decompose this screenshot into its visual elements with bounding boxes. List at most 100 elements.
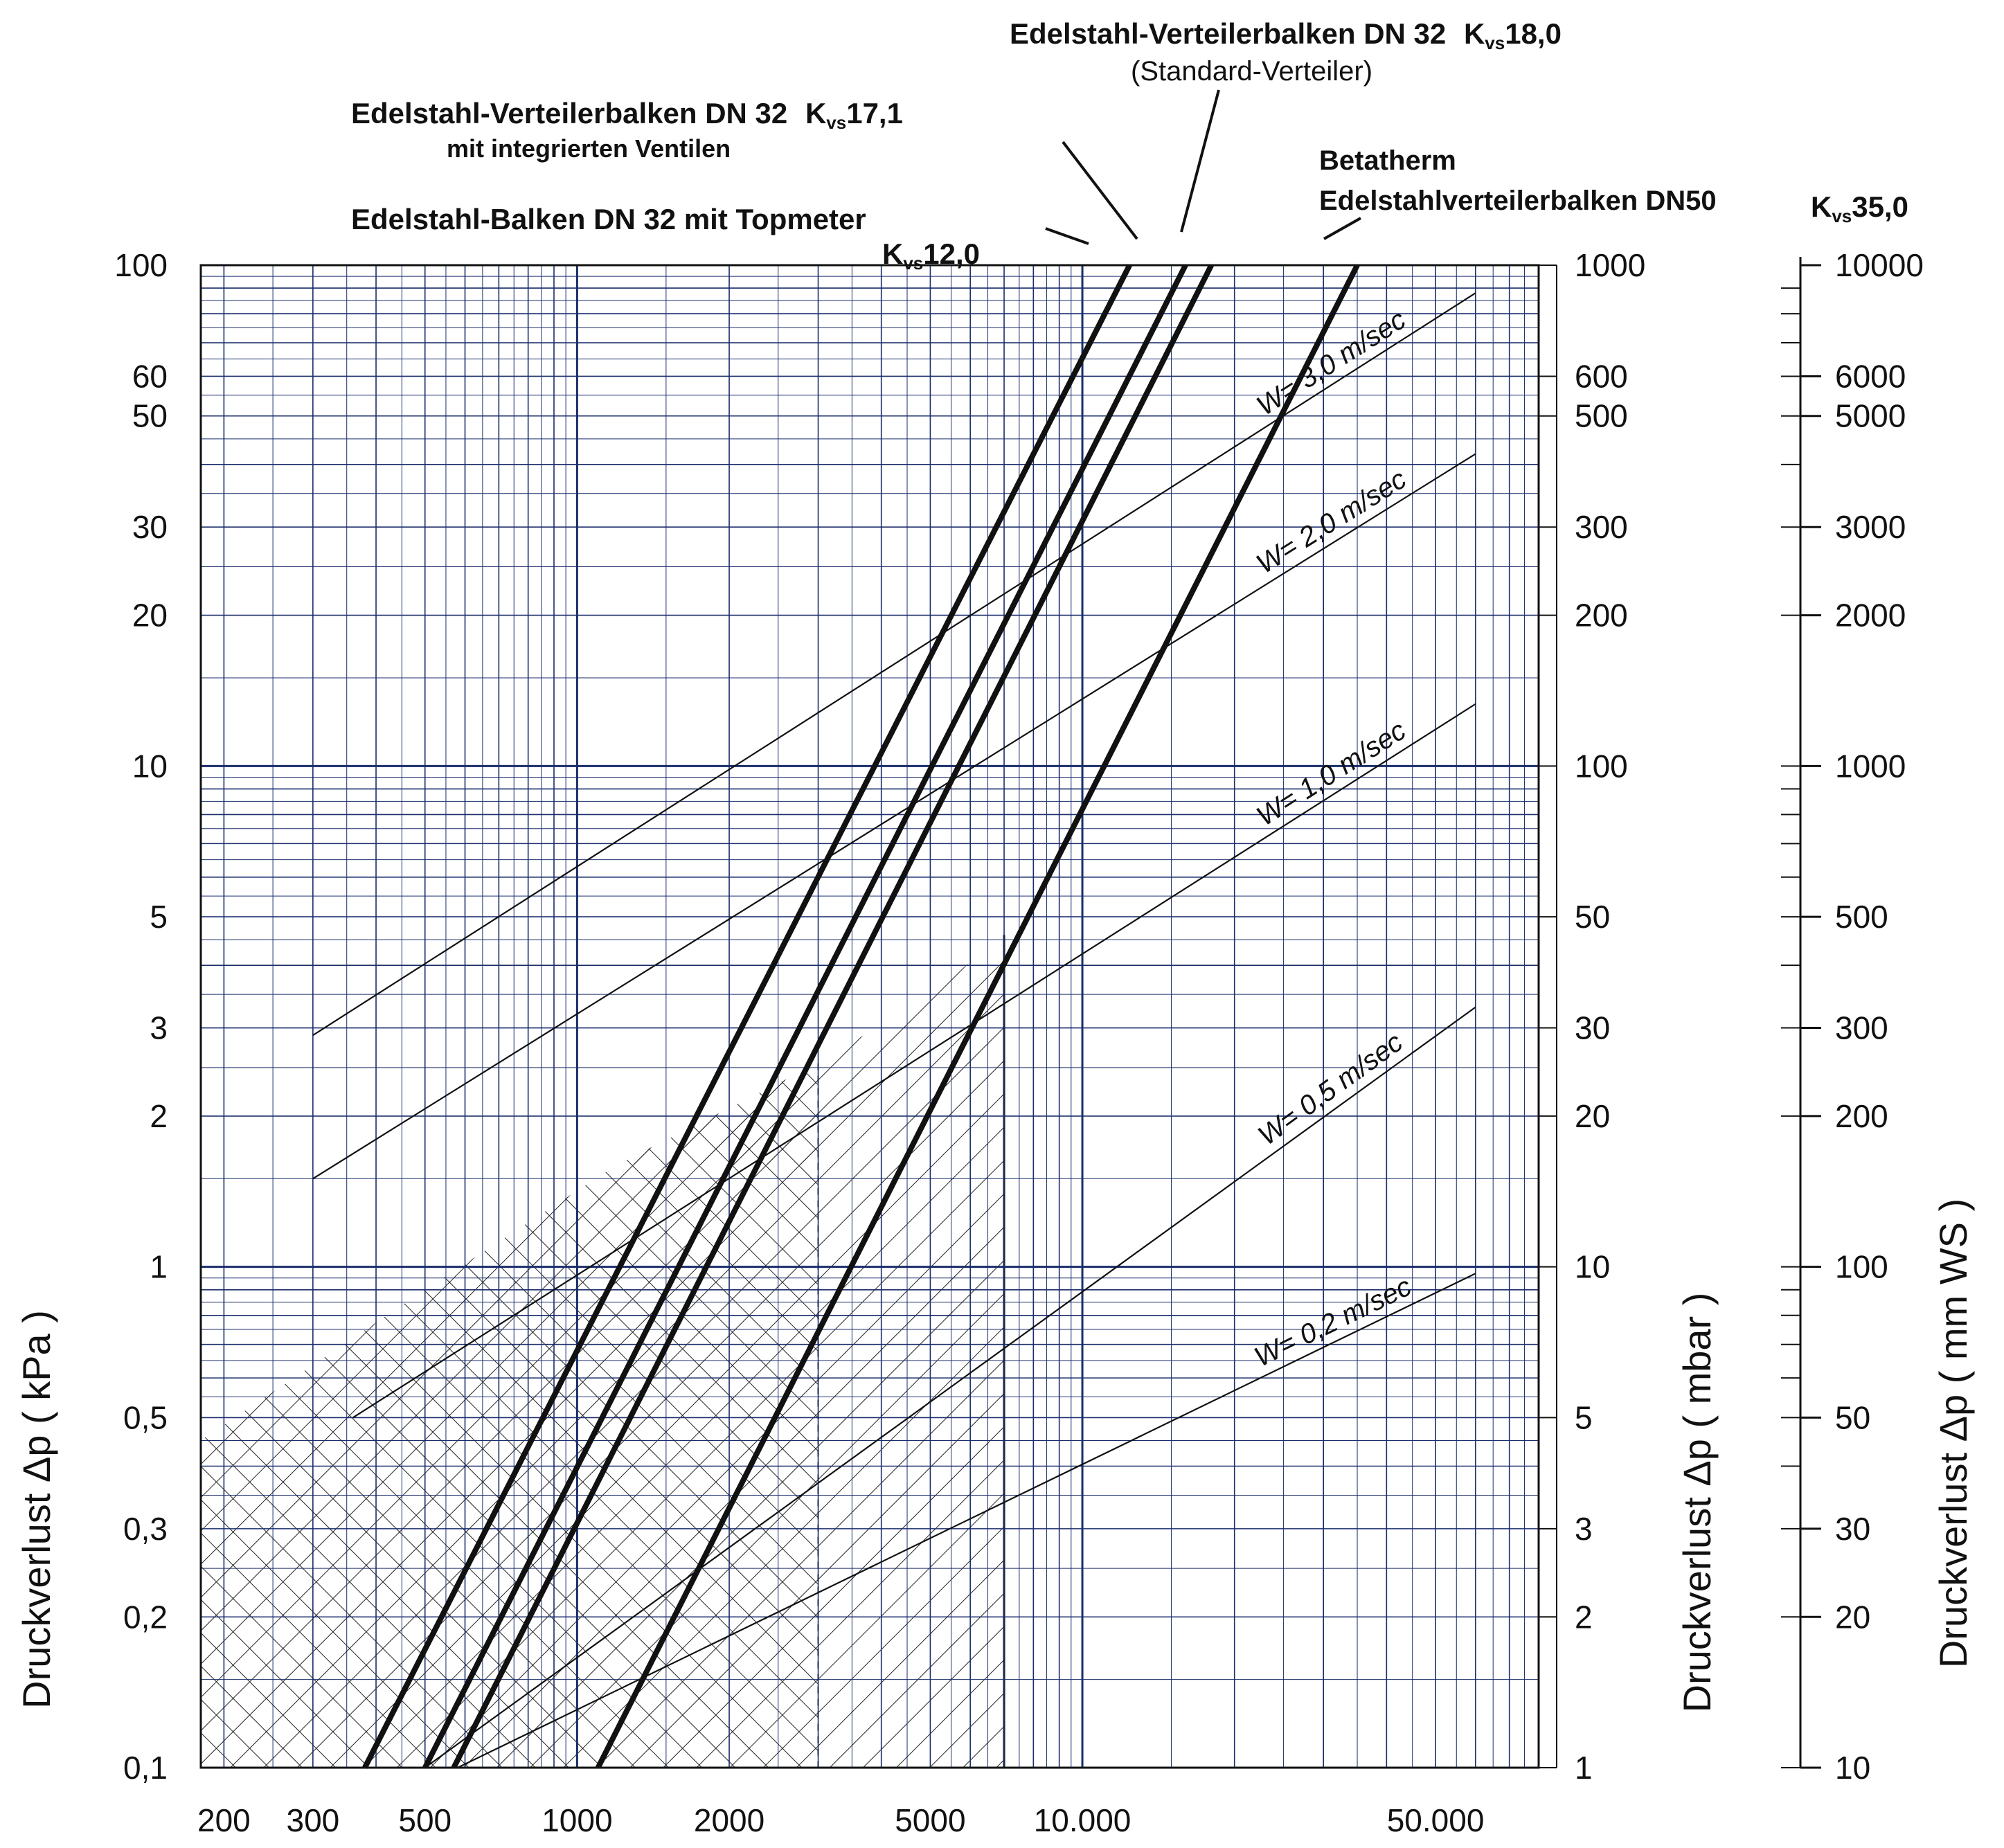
svg-text:Kvs12,0: Kvs12,0 [882,237,980,273]
velocity-line [352,703,1476,1419]
grid-lines [201,265,1539,1768]
y-left-tick-label: 5 [150,899,168,935]
x-tick-label: 500 [398,1802,451,1838]
y-mid-tick-label: 100 [1575,748,1628,784]
x-tick-label: 200 [197,1802,251,1838]
y-right-tick-label: 50 [1835,1399,1870,1435]
y-right-tick-label: 500 [1835,899,1888,935]
y-right-tick-label: 2000 [1835,598,1906,634]
callout-standard: Edelstahl-Verteilerbalken DN 32 Kvs18,0 … [1010,17,1562,87]
callout-valves-sub: mit integrierten Ventilen [447,134,731,163]
y-mid-tick-label: 3 [1575,1511,1593,1547]
y-left-tick-label: 0,2 [123,1599,168,1635]
y-left-tick-label: 100 [114,247,168,283]
y-left-tick-label: 1 [150,1249,168,1285]
callout-topmeter-title: Edelstahl-Balken DN 32 mit Topmeter [351,203,866,235]
callout-topmeter-kvs: 12,0 [923,237,980,270]
y-mid-tick-label: 50 [1575,899,1610,935]
y-mid-tick-label: 2 [1575,1599,1593,1635]
kvs-symbol-k: K [1811,190,1832,223]
y-right-tick-label: 300 [1835,1010,1888,1046]
velocity-line [424,1006,1476,1768]
y-right-tick-label: 3000 [1835,509,1906,545]
kvs-series-line [422,264,1188,1769]
y-right-tick-label: 100 [1835,1249,1888,1285]
velocity-line [457,1273,1476,1768]
kvs-symbol-sub: vs [903,253,923,273]
arrow-betatherm [1323,217,1361,240]
kvs-symbol-sub: vs [826,112,846,133]
svg-text:Kvs35,0: Kvs35,0 [1811,190,1908,226]
y-mid-axis-title: Druckverlust Δp ( mbar ) [1675,1293,1719,1713]
y-right-axis-title: Druckverlust Δp ( mm WS ) [1931,1199,1975,1668]
y-left-tick-label: 0,1 [123,1750,168,1786]
callout-integrated-valves: Edelstahl-Verteilerbalken DN 32 Kvs17,1 … [351,97,903,163]
kvs-series-line [362,264,1132,1769]
kvs-symbol-k: K [882,237,903,270]
callout-standard-title: Edelstahl-Verteilerbalken DN 32 [1010,17,1446,50]
kvs-symbol-sub: vs [1832,206,1852,226]
y-mid-tick-label: 1 [1575,1750,1593,1786]
y-left-tick-label: 3 [150,1010,168,1046]
svg-text:Edelstahl-Verteilerbalken DN 3: Edelstahl-Verteilerbalken DN 32 Kvs18,0 [1010,17,1562,53]
y-left-tick-label: 50 [132,398,168,434]
kvs-symbol-k: K [805,97,826,129]
x-tick-label: 5000 [895,1802,965,1838]
x-tick-label: 10.000 [1034,1802,1131,1838]
callout-betatherm-line2: Edelstahlverteilerbalken DN50 [1319,186,1717,216]
svg-text:Edelstahl-Verteilerbalken DN 3: Edelstahl-Verteilerbalken DN 32 Kvs17,1 [351,97,903,133]
y-mid-tick-label: 200 [1575,598,1628,634]
y-right-tick-label: 200 [1835,1098,1888,1134]
x-tick-label: 300 [286,1802,339,1838]
x-tick-label: 2000 [694,1802,764,1838]
y-right-tick-label: 5000 [1835,398,1906,434]
y-mid-tick-label: 5 [1575,1399,1593,1435]
y-mid-tick-label: 300 [1575,509,1628,545]
y-mid-tick-label: 600 [1575,358,1628,394]
x-tick-label: 50.000 [1387,1802,1485,1838]
y-left-tick-label: 10 [132,748,168,784]
x-tick-label: 1000 [542,1802,612,1838]
axes: 200 300 500 1000 2000 5000 10.000 50.0001006050… [114,247,1924,1838]
y-mid-tick-label: 10 [1575,1249,1610,1285]
arrow-valves [1062,141,1138,240]
y-right-tick-label: 30 [1835,1511,1870,1547]
y-mid-tick-label: 30 [1575,1010,1610,1046]
callout-standard-kvs: 18,0 [1505,17,1562,50]
callout-topmeter: Edelstahl-Balken DN 32 mit Topmeter Kvs1… [351,203,980,273]
y-left-axis-title: Druckverlust Δp ( kPa ) [15,1310,58,1709]
y-left-tick-label: 2 [150,1098,168,1134]
kvs-symbol-sub: vs [1485,33,1505,53]
callout-betatherm: Betatherm Edelstahlverteilerbalken DN50 … [1319,145,1908,226]
velocity-line [312,453,1476,1180]
callout-valves-title: Edelstahl-Verteilerbalken DN 32 [351,97,787,129]
hatch-diagonal-region [818,935,1005,1768]
callout-standard-paren: (Standard-Verteiler) [1131,56,1372,87]
callout-betatherm-line1: Betatherm [1319,145,1456,176]
callout-valves-kvs: 17,1 [846,97,903,129]
y-mid-tick-label: 1000 [1575,247,1645,283]
y-left-tick-label: 0,5 [123,1399,168,1435]
y-right-tick-label: 10 [1835,1750,1870,1786]
hatched-regions [201,935,1005,1768]
arrow-standard [1180,89,1220,233]
hatch-cross-region [201,1063,818,1768]
plot-frame [199,264,1540,1769]
y-right-tick-label: 6000 [1835,358,1906,394]
y-right-tick-label: 10000 [1835,247,1924,283]
kvs-series-line [596,264,1360,1769]
y-right-tick-label: 20 [1835,1599,1870,1635]
kvs-series-lines [362,264,1360,1769]
callout-arrows [1045,89,1361,245]
y-left-tick-label: 60 [132,358,168,394]
y-left-tick-label: 0,3 [123,1511,168,1547]
kvs-symbol-k: K [1464,17,1485,50]
y-mid-tick-label: 500 [1575,398,1628,434]
callout-betatherm-kvs: 35,0 [1852,190,1908,223]
y-left-tick-label: 30 [132,509,168,545]
arrow-topmeter [1045,227,1089,245]
y-right-tick-label: 1000 [1835,748,1906,784]
kvs-series-line [451,264,1214,1769]
y-mid-tick-label: 20 [1575,1098,1610,1134]
